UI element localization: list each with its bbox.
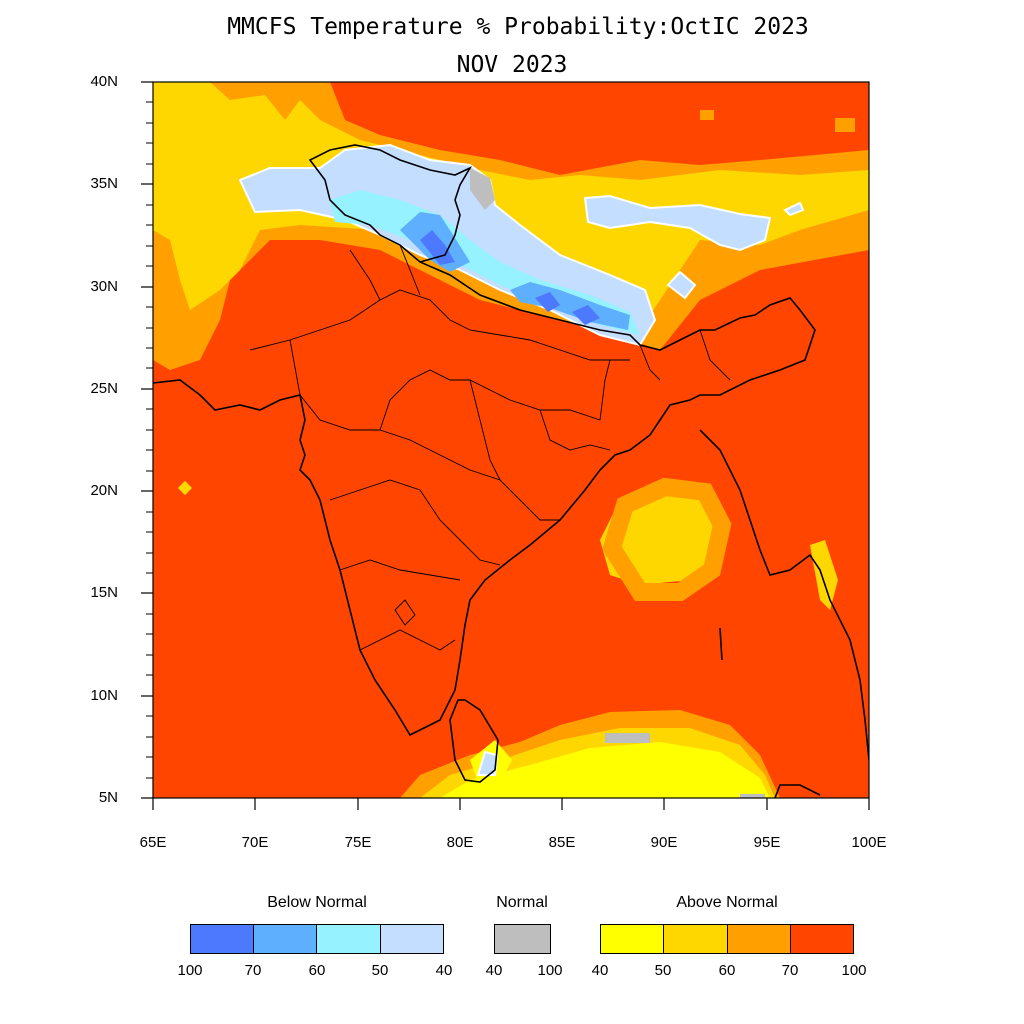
field-above-60-70-spot xyxy=(700,110,714,120)
field-above-40-50-south xyxy=(440,742,770,798)
plot-frame xyxy=(152,81,870,799)
field-below-40-50-tibet3 xyxy=(783,201,805,217)
legend-above-title: Above Normal xyxy=(676,894,778,911)
legend-swatch-above-70-100 xyxy=(790,924,854,954)
legend-above-label: 50 xyxy=(654,962,672,979)
legend-above-label: 60 xyxy=(718,962,736,979)
map-title: MMCFS Temperature % Probability:OctIC 20… xyxy=(227,14,809,40)
lon-tick-label: 95E xyxy=(753,834,781,851)
field-above-50-60-east xyxy=(810,540,838,610)
legend-normal-title: Normal xyxy=(496,894,548,911)
map-subtitle: NOV 2023 xyxy=(456,52,568,78)
axis-minor-ticks xyxy=(146,101,153,779)
lat-tick-label: 30N xyxy=(90,278,118,295)
legend-below-label: 50 xyxy=(371,962,389,979)
field-normal-north xyxy=(470,168,495,210)
legend-swatch-below-50-60 xyxy=(316,924,381,954)
lat-tick-label: 5N xyxy=(98,789,118,806)
field-below-70-100-c xyxy=(572,305,600,325)
legend-above-label: 40 xyxy=(591,962,609,979)
field-above-60-70-ring xyxy=(602,477,732,601)
lat-tick-label: 20N xyxy=(90,482,118,499)
field-below-70-100-b xyxy=(535,292,560,312)
lat-tick-label: 15N xyxy=(90,584,118,601)
field-normal-south2 xyxy=(740,794,765,798)
lon-tick-label: 100E xyxy=(851,834,887,851)
legend-swatch-normal xyxy=(494,924,551,954)
lon-tick-label: 70E xyxy=(241,834,269,851)
lat-tick-label: 25N xyxy=(90,380,118,397)
lon-tick-label: 80E xyxy=(446,834,474,851)
legend-below-label: 40 xyxy=(435,962,453,979)
field-above-50-60-spot xyxy=(177,480,193,496)
lon-tick-label: 85E xyxy=(548,834,576,851)
field-above-50-60-nw xyxy=(153,82,869,330)
state-borders xyxy=(249,244,731,651)
legend-below-title: Below Normal xyxy=(267,894,367,911)
legend-swatch-above-50-60 xyxy=(663,924,728,954)
legend-above-label: 100 xyxy=(841,962,867,979)
field-normal-south xyxy=(605,733,650,743)
legend-swatch-below-70-100 xyxy=(190,924,254,954)
lon-tick-label: 65E xyxy=(139,834,167,851)
lat-tick-label: 40N xyxy=(90,73,118,90)
field-below-70-100 xyxy=(420,230,455,265)
legend-swatch-below-40-50 xyxy=(380,924,444,954)
legend-below-label: 70 xyxy=(244,962,262,979)
field-above-60-70-spot2 xyxy=(835,118,855,132)
legend-above-label: 70 xyxy=(781,962,799,979)
legend-swatch-below-60-70 xyxy=(253,924,317,954)
legend-below-label: 100 xyxy=(177,962,203,979)
coastline xyxy=(153,144,869,798)
lat-tick-label: 35N xyxy=(90,175,118,192)
lat-tick-label: 10N xyxy=(90,687,118,704)
legend-normal-label: 100 xyxy=(537,962,563,979)
legend-below-label: 60 xyxy=(308,962,326,979)
lon-tick-label: 75E xyxy=(344,834,372,851)
field-below-40-50-tibet xyxy=(583,194,772,252)
axis-ticks xyxy=(141,81,870,810)
field-below-40-50-tibet2 xyxy=(666,270,697,300)
legend-swatch-above-60-70 xyxy=(727,924,791,954)
legend-swatch-above-40-50 xyxy=(600,924,664,954)
legend-normal-label: 40 xyxy=(485,962,503,979)
lon-tick-label: 90E xyxy=(650,834,678,851)
